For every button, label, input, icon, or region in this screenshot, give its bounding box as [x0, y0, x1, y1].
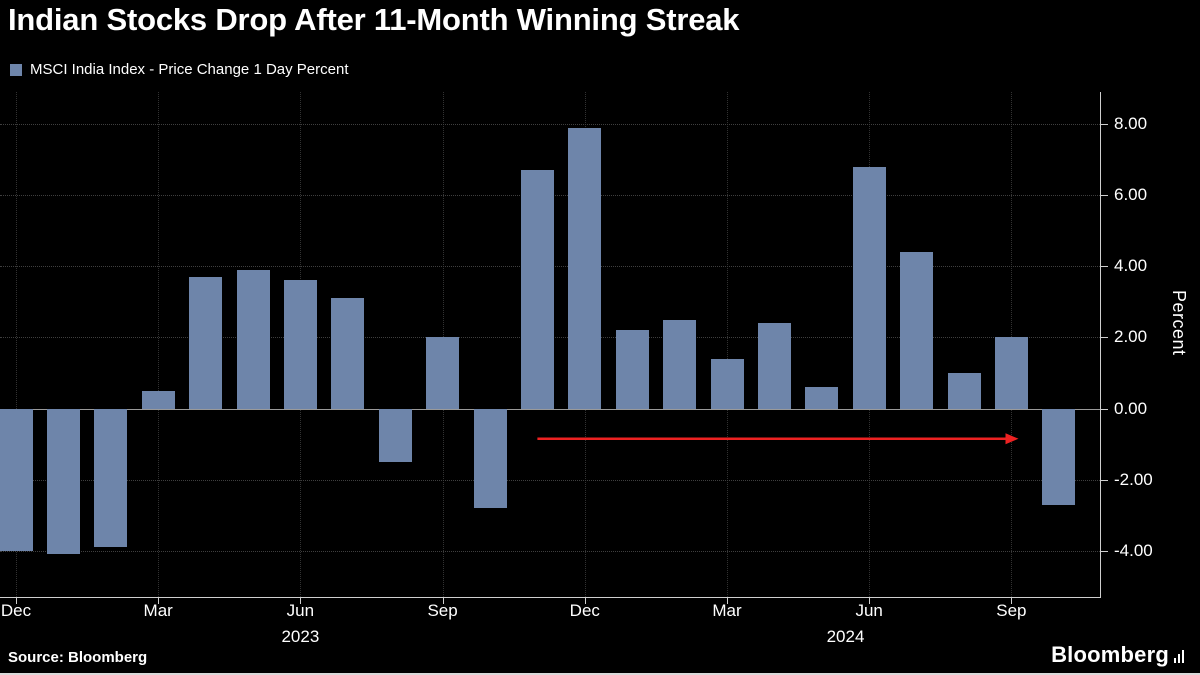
bar [46, 408, 80, 555]
y-axis-label: 2.00 [1114, 327, 1148, 347]
x-axis-label: Mar [712, 601, 742, 620]
y-axis-label: 4.00 [1114, 256, 1148, 276]
x-tick-mark [727, 597, 728, 604]
y-tick-mark [1100, 124, 1108, 125]
x-axis-label: Dec [0, 601, 32, 620]
bar [1042, 408, 1076, 505]
x-tick-mark [158, 597, 160, 604]
bar [947, 372, 981, 409]
plot-area [0, 92, 1101, 598]
y-axis-label: -4.00 [1114, 540, 1153, 560]
x-axis-label: Dec [569, 601, 600, 620]
bloomberg-wordmark: Bloomberg [1051, 642, 1169, 667]
y-tick-mark [1100, 479, 1108, 481]
source-label: Source: Bloomberg [8, 649, 148, 666]
y-axis-label: 8.00 [1114, 114, 1148, 133]
x-tick-mark [584, 597, 586, 604]
y-axis-label: 6.00 [1114, 185, 1148, 205]
year-label: 2023 [281, 627, 320, 646]
y-tick-mark [1100, 550, 1108, 552]
zero-line [0, 408, 1100, 410]
v-gridline [158, 92, 160, 597]
year-label: 2024 [826, 627, 865, 646]
bar [426, 337, 460, 409]
bar [757, 323, 791, 409]
bar [520, 170, 554, 409]
y-tick-mark [1100, 337, 1108, 339]
y-axis-label: 0.00 [1114, 398, 1148, 418]
legend: MSCI India Index - Price Change 1 Day Pe… [10, 61, 349, 78]
bar [473, 408, 507, 509]
bar [94, 408, 128, 548]
bar [852, 166, 886, 409]
y-tick-mark [1100, 195, 1108, 197]
bar [0, 408, 33, 551]
bar [994, 337, 1028, 409]
bar [615, 330, 649, 409]
x-tick-mark [1011, 597, 1013, 604]
x-axis-label: Jun [855, 601, 883, 620]
y-tick-mark [1100, 408, 1108, 410]
x-axis-label: Sep [996, 601, 1027, 620]
v-gridline [727, 92, 728, 597]
x-tick-mark [869, 597, 871, 604]
x-axis-label: Jun [286, 601, 315, 620]
bar [141, 390, 175, 409]
x-axis-label: Sep [427, 601, 458, 620]
x-tick-mark [300, 597, 302, 604]
h-gridline [0, 550, 1100, 552]
v-gridline [16, 92, 17, 597]
bloomberg-chart-icon [1174, 650, 1184, 668]
y-axis-label: -2.00 [1114, 469, 1153, 489]
bar [805, 387, 839, 409]
bar [710, 358, 744, 409]
legend-swatch [10, 63, 22, 76]
x-tick-mark [16, 597, 17, 604]
bar [568, 127, 602, 409]
x-tick-mark [442, 597, 444, 604]
bar [331, 298, 365, 409]
h-gridline [0, 479, 1100, 481]
x-axis: Dec Mar Jun Sep Dec Mar Jun Sep 2023 2024 [0, 597, 1100, 657]
bar [378, 408, 412, 462]
y-axis-title: Percent [1169, 290, 1189, 356]
x-axis-label: Mar [143, 601, 173, 620]
y-axis: 8.00 6.00 4.00 2.00 0.00 -2.00 -4.00 [1100, 92, 1200, 597]
bar [900, 252, 934, 409]
y-tick-mark [1100, 266, 1108, 268]
bar [283, 280, 317, 409]
bar [663, 319, 697, 409]
bloomberg-logo: Bloomberg [1051, 642, 1184, 668]
bottom-divider [0, 673, 1200, 675]
bar [189, 276, 223, 409]
bar [236, 269, 270, 409]
legend-label: MSCI India Index - Price Change 1 Day Pe… [30, 61, 349, 78]
page-title: Indian Stocks Drop After 11-Month Winnin… [8, 2, 740, 37]
h-gridline [0, 124, 1100, 125]
